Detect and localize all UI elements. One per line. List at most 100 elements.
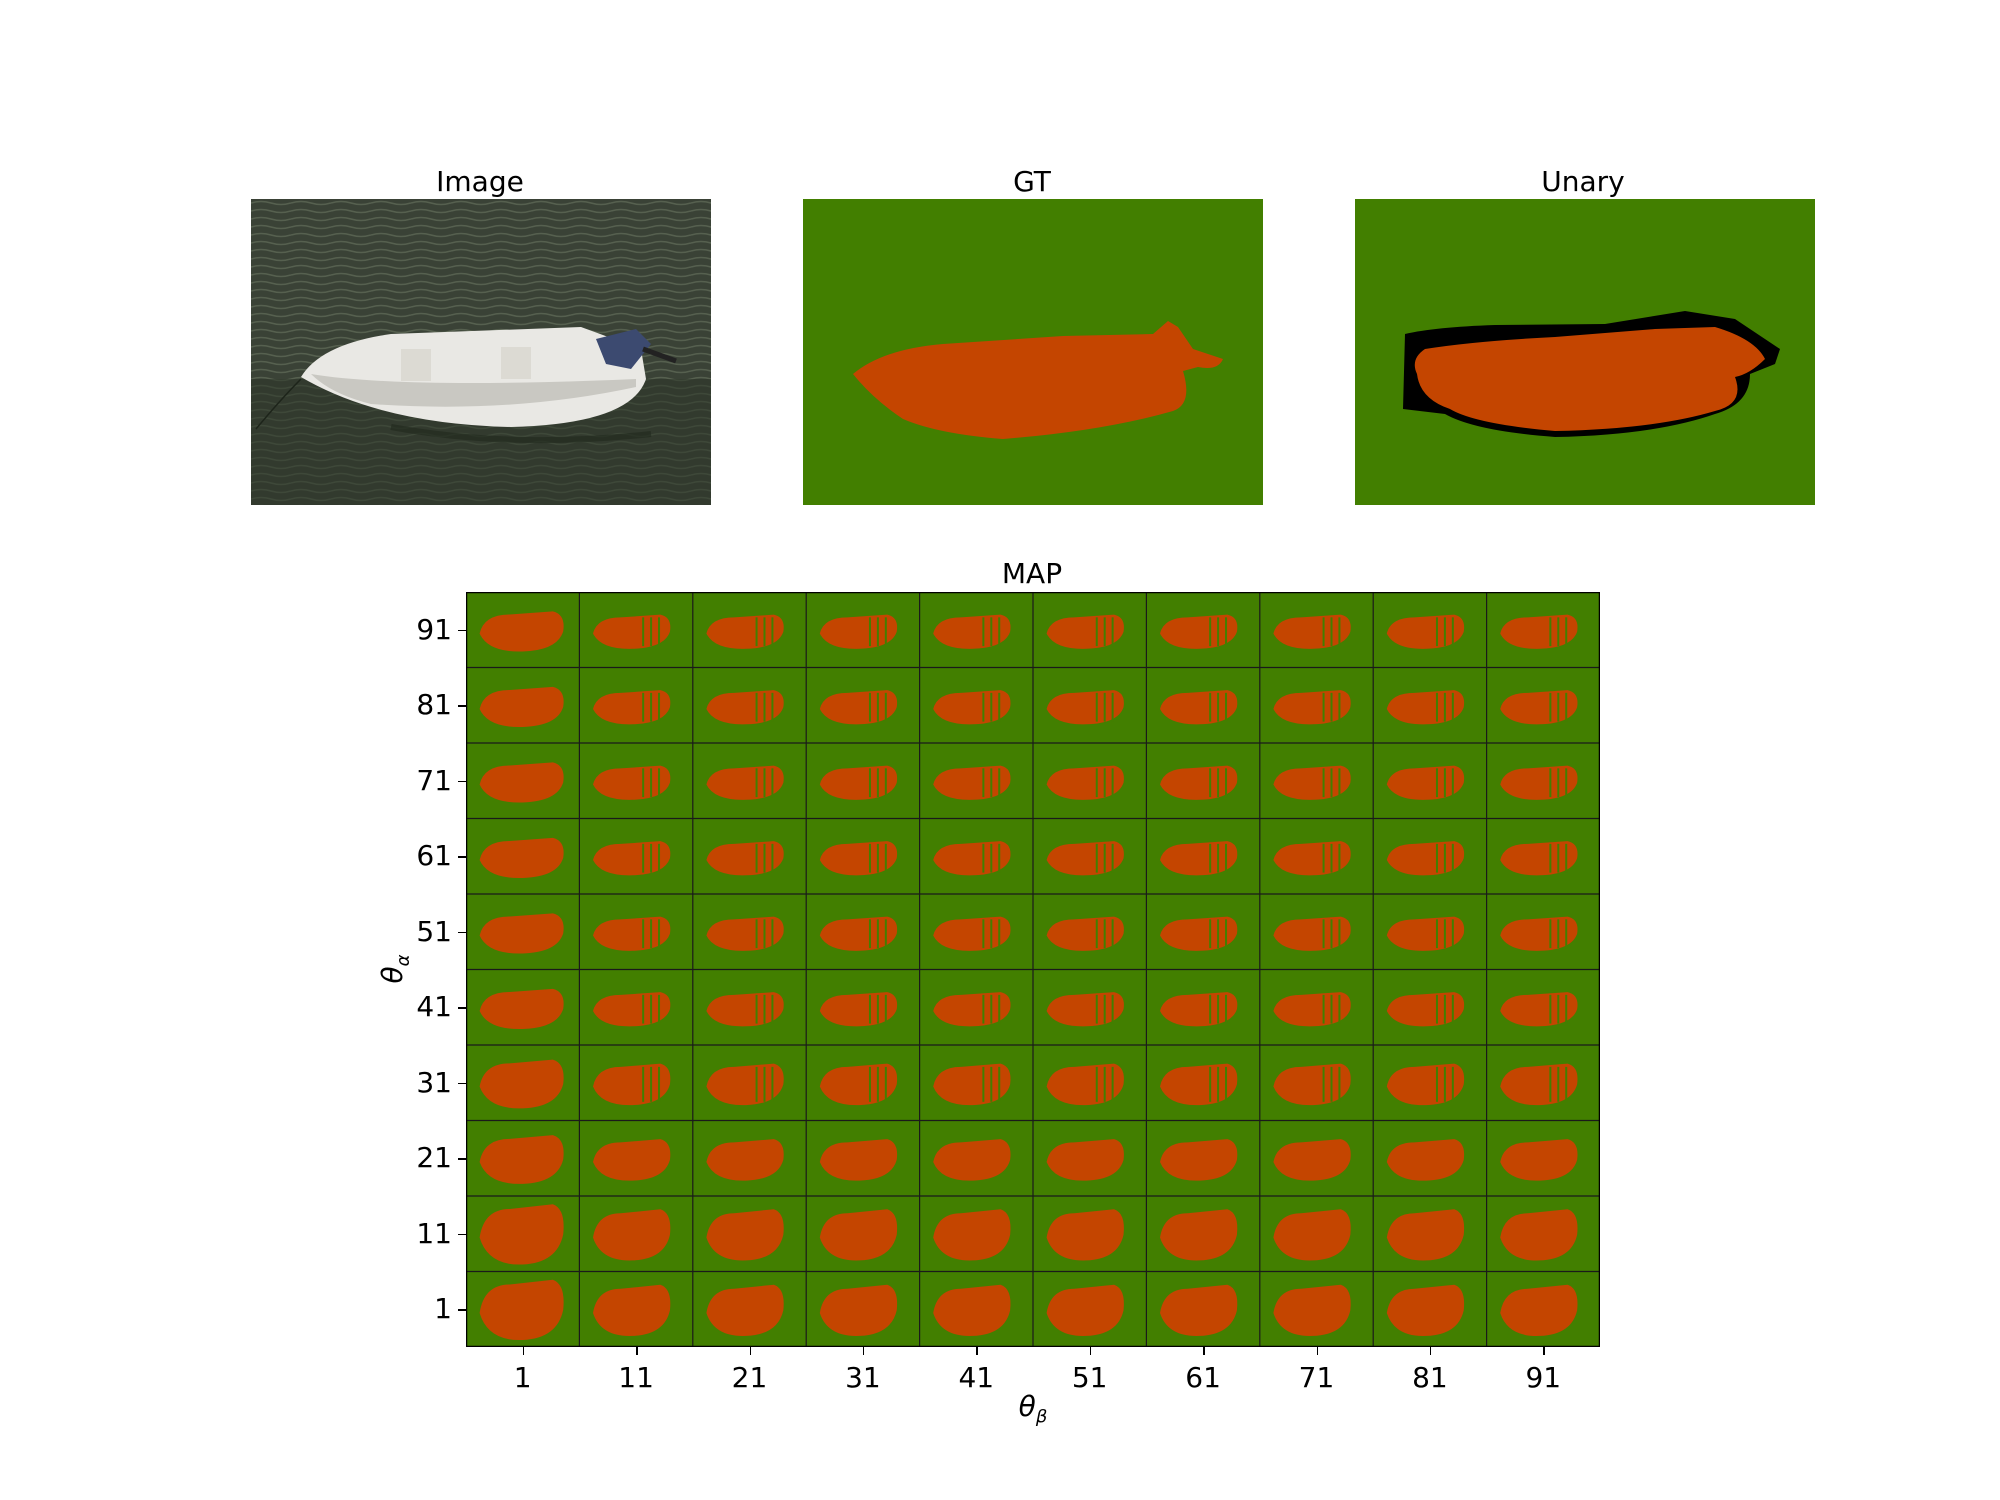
gt-panel-title: GT <box>1013 165 1051 198</box>
map-segment-gap <box>1111 1066 1114 1102</box>
map-cell <box>1386 614 1465 649</box>
map-segment-gap <box>1435 692 1438 722</box>
map-cell <box>933 690 1011 725</box>
map-segment-gap <box>1443 1066 1446 1102</box>
map-segment-gap <box>1209 994 1212 1024</box>
map-cell <box>1046 1209 1124 1261</box>
map-cell <box>593 1284 671 1337</box>
map-segment-gap <box>642 919 645 949</box>
map-cell <box>1273 841 1351 876</box>
map-segment-gap <box>1095 692 1098 722</box>
map-segment-gap <box>642 768 645 798</box>
y-tick-mark <box>458 1309 466 1311</box>
map-segment-gap <box>1565 994 1568 1024</box>
map-segment-gap <box>876 1066 879 1102</box>
x-tick-mark <box>1316 1347 1318 1355</box>
map-cell <box>706 690 784 725</box>
map-segment-gap <box>1111 843 1114 873</box>
map-segment-blob <box>1046 1284 1124 1337</box>
x-tick-mark <box>522 1347 525 1355</box>
map-segment-gap <box>1217 994 1220 1024</box>
map-segment-gap <box>884 843 887 873</box>
map-segment-gap <box>1322 919 1325 949</box>
map-segment-gap <box>1443 919 1446 949</box>
map-segment-blob <box>1046 1209 1124 1261</box>
map-segment-gap <box>763 994 766 1024</box>
map-segment-gap <box>1225 843 1228 873</box>
map-segment-gap <box>1549 843 1552 873</box>
map-cell <box>593 916 671 951</box>
map-segment-gap <box>884 919 887 949</box>
map-segment-gap <box>998 919 1001 949</box>
map-cell <box>1386 992 1465 1027</box>
map-segment-blob <box>1273 1284 1351 1337</box>
map-segment-gap <box>1443 617 1446 647</box>
map-segment-gap <box>1443 843 1446 873</box>
x-axis-label: θβ <box>1019 1390 1048 1428</box>
map-segment-gap <box>1557 843 1560 873</box>
map-cell <box>479 611 564 652</box>
map-cell <box>706 992 784 1027</box>
map-segment-gap <box>1330 768 1333 798</box>
x-tick-label: 51 <box>1071 1361 1108 1394</box>
map-segment-gap <box>1209 843 1212 873</box>
map-segment-gap <box>1338 1066 1341 1102</box>
map-segment-blob <box>1500 1209 1578 1261</box>
map-segment-gap <box>658 843 661 873</box>
map-segment-gap <box>642 994 645 1024</box>
map-cell <box>819 1209 898 1261</box>
map-segment-gap <box>1225 1066 1228 1102</box>
map-cell <box>1160 614 1238 649</box>
map-cell <box>1046 1284 1124 1337</box>
map-segment-gap <box>1330 1066 1333 1102</box>
map-cell <box>1386 841 1465 876</box>
map-segment-gap <box>771 692 774 722</box>
x-tick-mark <box>749 1347 751 1355</box>
map-segment-blob <box>819 1284 898 1337</box>
map-cell <box>479 913 564 954</box>
map-cell <box>593 992 671 1027</box>
map-segment-gap <box>1209 919 1212 949</box>
map-segment-gap <box>1435 768 1438 798</box>
map-segment-gap <box>1549 919 1552 949</box>
map-segment-gap <box>1103 1066 1106 1102</box>
map-segment-gap <box>1330 994 1333 1024</box>
map-cell <box>479 1204 564 1265</box>
map-segment-blob <box>1160 1284 1238 1337</box>
map-segment-blob <box>1160 1209 1238 1261</box>
map-segment-gap <box>658 919 661 949</box>
map-segment-gap <box>1209 1066 1212 1102</box>
map-cell <box>1273 1139 1351 1181</box>
map-segment-gap <box>1111 919 1114 949</box>
map-segment-gap <box>755 994 758 1024</box>
map-cell <box>819 841 898 876</box>
y-tick-label: 41 <box>416 990 452 1024</box>
map-segment-gap <box>1549 1066 1552 1102</box>
x-tick-mark <box>1203 1347 1205 1355</box>
map-segment-gap <box>990 919 993 949</box>
y-tick-label: 71 <box>416 763 452 797</box>
map-segment-gap <box>1217 919 1220 949</box>
map-segment-gap <box>1095 768 1098 798</box>
map-cell <box>1386 1139 1465 1181</box>
map-segment-gap <box>771 994 774 1024</box>
map-segment-gap <box>1557 994 1560 1024</box>
x-tick-label: 21 <box>731 1361 768 1394</box>
map-segment-blob <box>819 1209 898 1261</box>
map-cell <box>933 614 1011 649</box>
y-tick-mark <box>458 1082 466 1085</box>
map-segment-blob <box>1386 1284 1465 1337</box>
map-segment-gap <box>982 1066 985 1102</box>
map-segment-blob <box>593 1284 671 1337</box>
map-cell <box>1160 841 1238 876</box>
map-segment-blob <box>479 913 564 954</box>
map-segment-gap <box>1209 617 1212 647</box>
y-tick-label: 91 <box>416 612 452 646</box>
map-cell <box>1046 690 1124 725</box>
map-segment-gap <box>1103 617 1106 647</box>
map-segment-gap <box>755 919 758 949</box>
map-segment-gap <box>763 843 766 873</box>
map-cell <box>933 1063 1011 1106</box>
x-tick-mark <box>862 1347 865 1355</box>
map-cell <box>819 614 898 649</box>
